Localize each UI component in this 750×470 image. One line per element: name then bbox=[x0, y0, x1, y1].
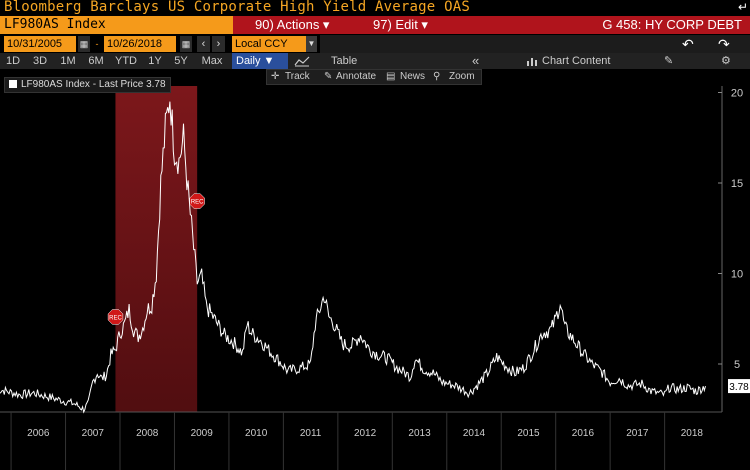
recession-marker-label-1: REC bbox=[191, 200, 204, 206]
zoom-button[interactable]: Zoom bbox=[449, 71, 475, 82]
exit-arrow-icon[interactable]: ↵ bbox=[737, 0, 748, 14]
collapse-icon[interactable]: « bbox=[472, 53, 480, 68]
legend: LF980AS Index - Last Price 3.78 bbox=[4, 77, 171, 93]
recession-marker-label-0: REC bbox=[109, 315, 122, 321]
edit-menu[interactable]: 97) Edit ▾ bbox=[373, 17, 428, 32]
next-arrow-icon[interactable]: › bbox=[212, 36, 225, 52]
actions-menu[interactable]: 90) Actions ▾ bbox=[255, 17, 330, 32]
currency-field[interactable]: Local CCY bbox=[232, 36, 306, 52]
track-button[interactable]: Track bbox=[285, 71, 310, 82]
recession-band bbox=[115, 86, 198, 412]
x-tick-label-2015: 2015 bbox=[517, 428, 540, 439]
range-1y[interactable]: 1Y bbox=[148, 55, 162, 67]
news-button[interactable]: News bbox=[400, 71, 426, 82]
range-5y[interactable]: 5Y bbox=[174, 55, 188, 67]
zoom-icon: ⚲ bbox=[433, 71, 441, 82]
y-tick-label-10: 10 bbox=[731, 269, 743, 281]
range-bar: 1D 3D 1M 6M YTD 1Y 5Y Max Daily ▼ Table … bbox=[0, 53, 750, 69]
y-tick-label-5: 5 bbox=[734, 359, 740, 371]
date-dash-icon: - bbox=[91, 36, 103, 52]
undo-arrow-icon[interactable]: ↶ bbox=[682, 36, 694, 52]
x-tick-label-2009: 2009 bbox=[191, 428, 214, 439]
x-tick-label-2018: 2018 bbox=[681, 428, 704, 439]
menu-red-bar: 90) Actions ▾ 97) Edit ▾ G 458: HY CORP … bbox=[233, 16, 750, 34]
range-max[interactable]: Max bbox=[201, 55, 223, 67]
page-code: G 458: HY CORP DEBT bbox=[602, 17, 742, 32]
recession-marker-1 bbox=[189, 193, 205, 209]
edit-pencil-icon[interactable]: ✎ bbox=[664, 55, 674, 67]
right-toolbar: ↶ ↷ bbox=[320, 35, 750, 53]
x-tick-label-2012: 2012 bbox=[354, 428, 377, 439]
last-value-tag bbox=[728, 379, 750, 394]
chart-tools: ✛ Track ✎ Annotate ▤ News ⚲ Zoom bbox=[266, 69, 482, 85]
legend-swatch bbox=[9, 80, 17, 88]
x-tick-label-2014: 2014 bbox=[463, 428, 486, 439]
x-axis-band bbox=[0, 412, 750, 470]
currency-dropdown-icon[interactable]: ▼ bbox=[306, 36, 317, 52]
news-icon: ▤ bbox=[386, 71, 396, 82]
x-tick-label-2007: 2007 bbox=[82, 428, 105, 439]
period-selector[interactable]: Daily ▼ bbox=[232, 53, 288, 69]
y-tick-label-15: 15 bbox=[731, 178, 743, 190]
annotate-icon: ✎ bbox=[324, 71, 333, 82]
range-1m[interactable]: 1M bbox=[60, 55, 76, 67]
date-bar: 10/31/2005 ▦ - 10/26/2018 ▦ ‹ › Local CC… bbox=[0, 35, 750, 53]
x-tick-label-2008: 2008 bbox=[136, 428, 159, 439]
end-calendar-icon[interactable]: ▦ bbox=[180, 36, 192, 52]
start-calendar-icon[interactable]: ▦ bbox=[78, 36, 90, 52]
end-date-field[interactable]: 10/26/2018 bbox=[104, 36, 176, 52]
legend-label: LF980AS Index - Last Price 3.78 bbox=[21, 79, 166, 90]
gear-icon[interactable]: ⚙ bbox=[721, 55, 731, 67]
x-tick-label-2011: 2011 bbox=[300, 428, 322, 439]
start-date-field[interactable]: 10/31/2005 bbox=[4, 36, 76, 52]
menu-bar: LF980AS Index 90) Actions ▾ 97) Edit ▾ G… bbox=[0, 16, 750, 34]
redo-arrow-icon[interactable]: ↷ bbox=[718, 36, 730, 52]
tool-row: ✛ Track ✎ Annotate ▤ News ⚲ Zoom bbox=[0, 69, 750, 85]
range-3d[interactable]: 3D bbox=[32, 55, 48, 67]
range-6m[interactable]: 6M bbox=[88, 55, 104, 67]
last-value-label: 3.78 bbox=[729, 382, 749, 393]
x-tick-label-2006: 2006 bbox=[27, 428, 50, 439]
range-1d[interactable]: 1D bbox=[5, 55, 21, 67]
annotate-button[interactable]: Annotate bbox=[336, 71, 377, 82]
x-tick-label-2017: 2017 bbox=[626, 428, 649, 439]
series-line bbox=[0, 101, 706, 414]
track-icon: ✛ bbox=[271, 71, 280, 82]
table-button[interactable]: Table bbox=[331, 55, 358, 67]
chart-content-button[interactable]: Chart Content bbox=[542, 55, 611, 67]
window-title: Bloomberg Barclays US Corporate High Yie… bbox=[4, 0, 470, 15]
range-ytd[interactable]: YTD bbox=[115, 55, 137, 67]
chart-content-icon bbox=[527, 58, 537, 66]
ticker-field[interactable]: LF980AS Index bbox=[0, 16, 233, 34]
x-tick-label-2013: 2013 bbox=[408, 428, 431, 439]
recession-marker-0 bbox=[107, 309, 124, 325]
x-tick-label-2016: 2016 bbox=[572, 428, 595, 439]
x-tick-label-2010: 2010 bbox=[245, 428, 268, 439]
y-tick-label-20: 20 bbox=[731, 88, 743, 100]
line-chart-icon[interactable] bbox=[294, 55, 310, 67]
title-bar: Bloomberg Barclays US Corporate High Yie… bbox=[0, 0, 750, 16]
prev-arrow-icon[interactable]: ‹ bbox=[197, 36, 210, 52]
